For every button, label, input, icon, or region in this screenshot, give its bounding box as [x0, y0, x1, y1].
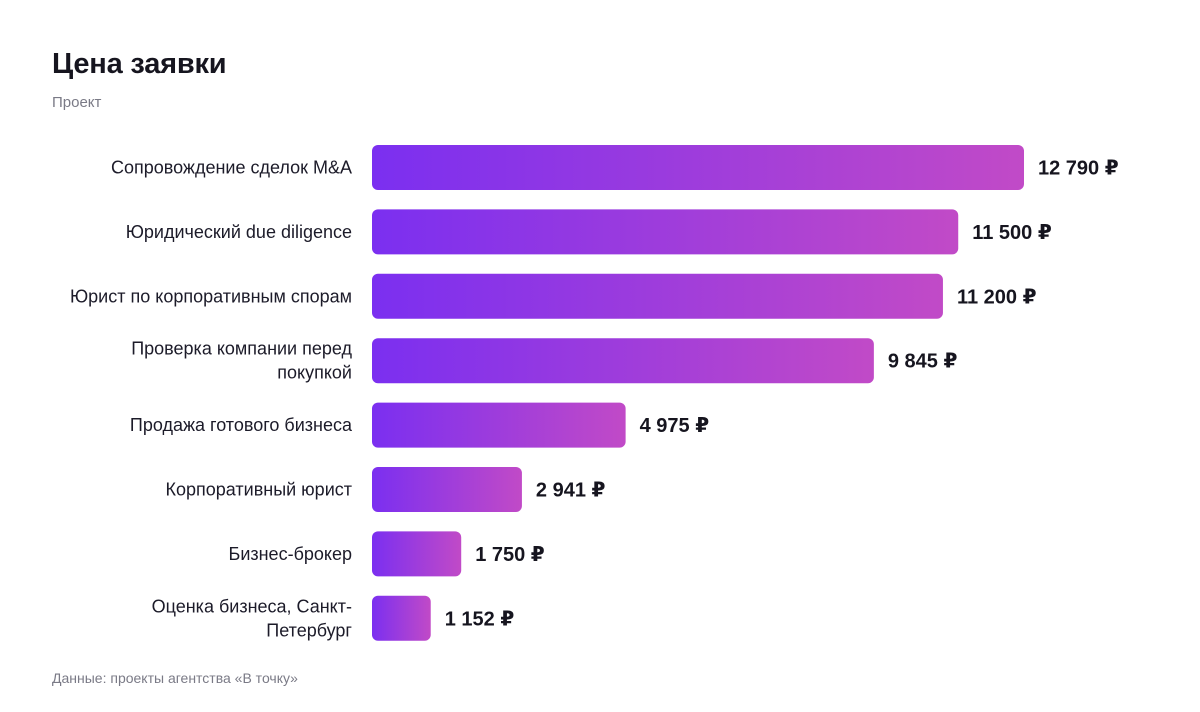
bar [372, 273, 943, 319]
bar-value-label: 1 152 ₽ [445, 608, 515, 630]
category-label-line: покупкой [277, 363, 352, 383]
category-label-line: Продажа готового бизнеса [130, 415, 353, 435]
bar [372, 595, 431, 641]
bar-value-label: 1 750 ₽ [475, 544, 545, 566]
bar-value-label: 11 200 ₽ [957, 286, 1037, 308]
bar [372, 467, 522, 512]
category-label-line: Бизнес-брокер [229, 544, 353, 564]
bar [372, 402, 626, 448]
category-label: Юридический due diligence [126, 222, 352, 242]
category-label: Сопровождение сделок M&A [111, 158, 352, 178]
category-label-line: Корпоративный юрист [166, 480, 353, 500]
bar-value-label: 11 500 ₽ [972, 222, 1052, 244]
category-label: Корпоративный юрист [166, 480, 353, 500]
category-label: Проверка компании перед покупкой [131, 339, 352, 383]
bar [372, 338, 874, 384]
bar-value-label: 4 975 ₽ [640, 415, 710, 437]
category-label: Юрист по корпоративным спорам [70, 286, 352, 306]
chart-subtitle: Проект [52, 94, 102, 111]
category-label-line: Петербург [266, 620, 352, 640]
bar-value-label: 9 845 ₽ [888, 351, 958, 373]
category-label: Продажа готового бизнеса [130, 415, 353, 435]
bar [372, 145, 1024, 190]
bar [372, 531, 462, 577]
bar-value-label: 2 941 ₽ [536, 480, 606, 502]
category-label: Оценка бизнеса, Санкт- Петербург [152, 596, 353, 640]
category-label-line: Юридический due diligence [126, 222, 352, 242]
bar [372, 209, 959, 255]
category-label-line: Оценка бизнеса, Санкт- [152, 596, 352, 616]
source-note: Данные: проекты агентства «В точку» [52, 670, 298, 686]
category-label-line: Юрист по корпоративным спорам [70, 286, 352, 306]
category-label-line: Сопровождение сделок M&A [111, 158, 352, 178]
chart-title: Цена заявки [52, 48, 227, 80]
bar-value-label: 12 790 ₽ [1038, 158, 1119, 180]
category-label-line: Проверка компании перед [131, 339, 352, 359]
category-label: Бизнес-брокер [229, 544, 353, 564]
